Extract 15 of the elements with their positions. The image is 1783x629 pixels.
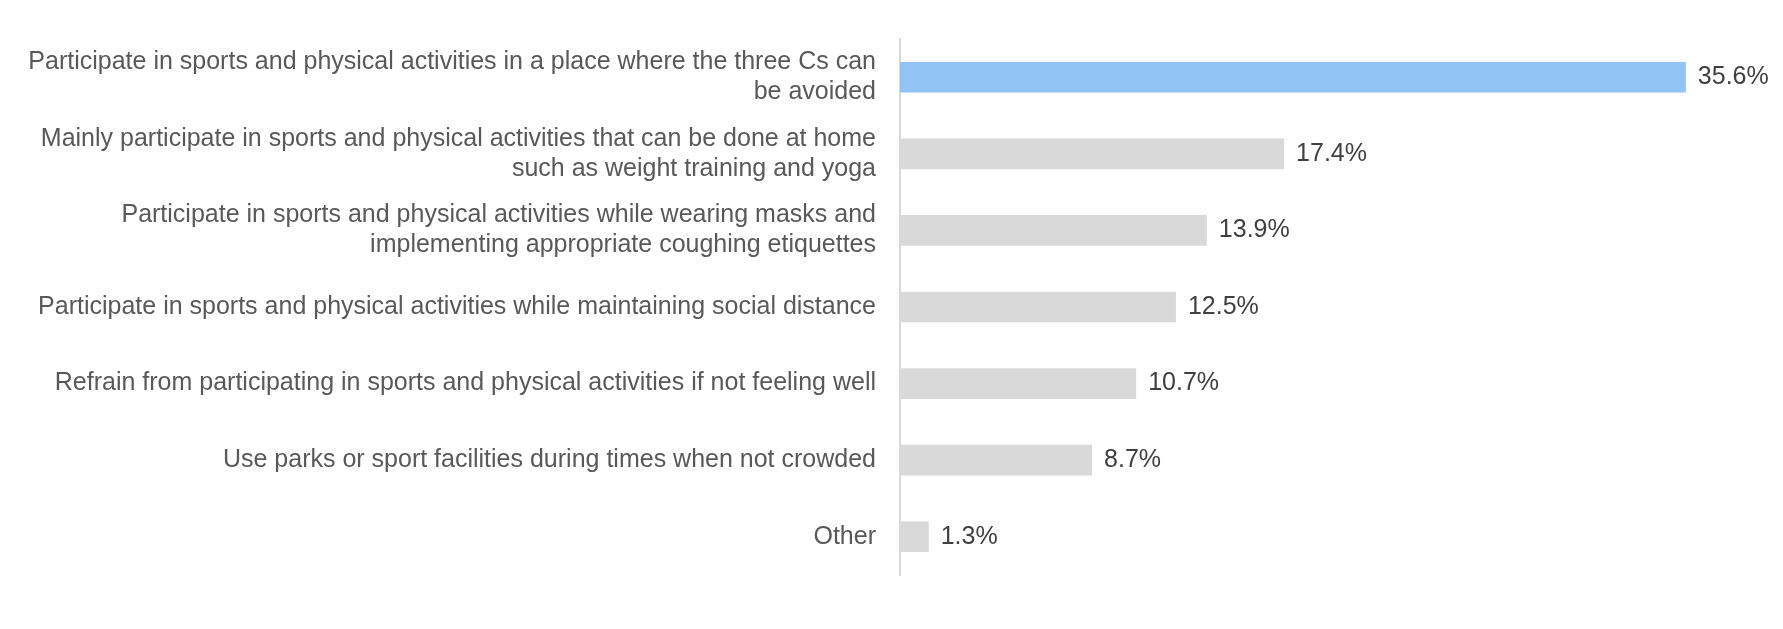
data-label: 35.6% — [1697, 61, 1769, 90]
y-tick-label: Mainly participate in sports and physical activities that can be done at home such as weight training and yoga — [40, 122, 877, 181]
y-tick-label: Use parks or sport facilities during times when not crowded — [222, 444, 876, 473]
data-label: 17.4% — [1296, 137, 1367, 166]
y-tick-label: Participate in sports and physical activities in a place where the three Cs can be avoided — [28, 46, 876, 105]
data-label: 1.3% — [940, 520, 998, 549]
data-label: 13.9% — [1218, 214, 1290, 243]
data-label: 8.7% — [1104, 444, 1162, 473]
y-tick-label: Participate in sports and physical activities while maintaining social distance — [38, 290, 876, 319]
bar — [900, 61, 1686, 93]
data-label: 12.5% — [1187, 290, 1259, 319]
data-label: 10.7% — [1148, 367, 1220, 396]
y-tick-label: Other — [813, 520, 876, 549]
y-tick-label: Participate in sports and physical activities while wearing masks and implementing appropriate coughing etiquettes — [121, 199, 876, 258]
y-tick-label: Refrain from participating in sports and physical activities if not feeling well — [54, 367, 876, 396]
